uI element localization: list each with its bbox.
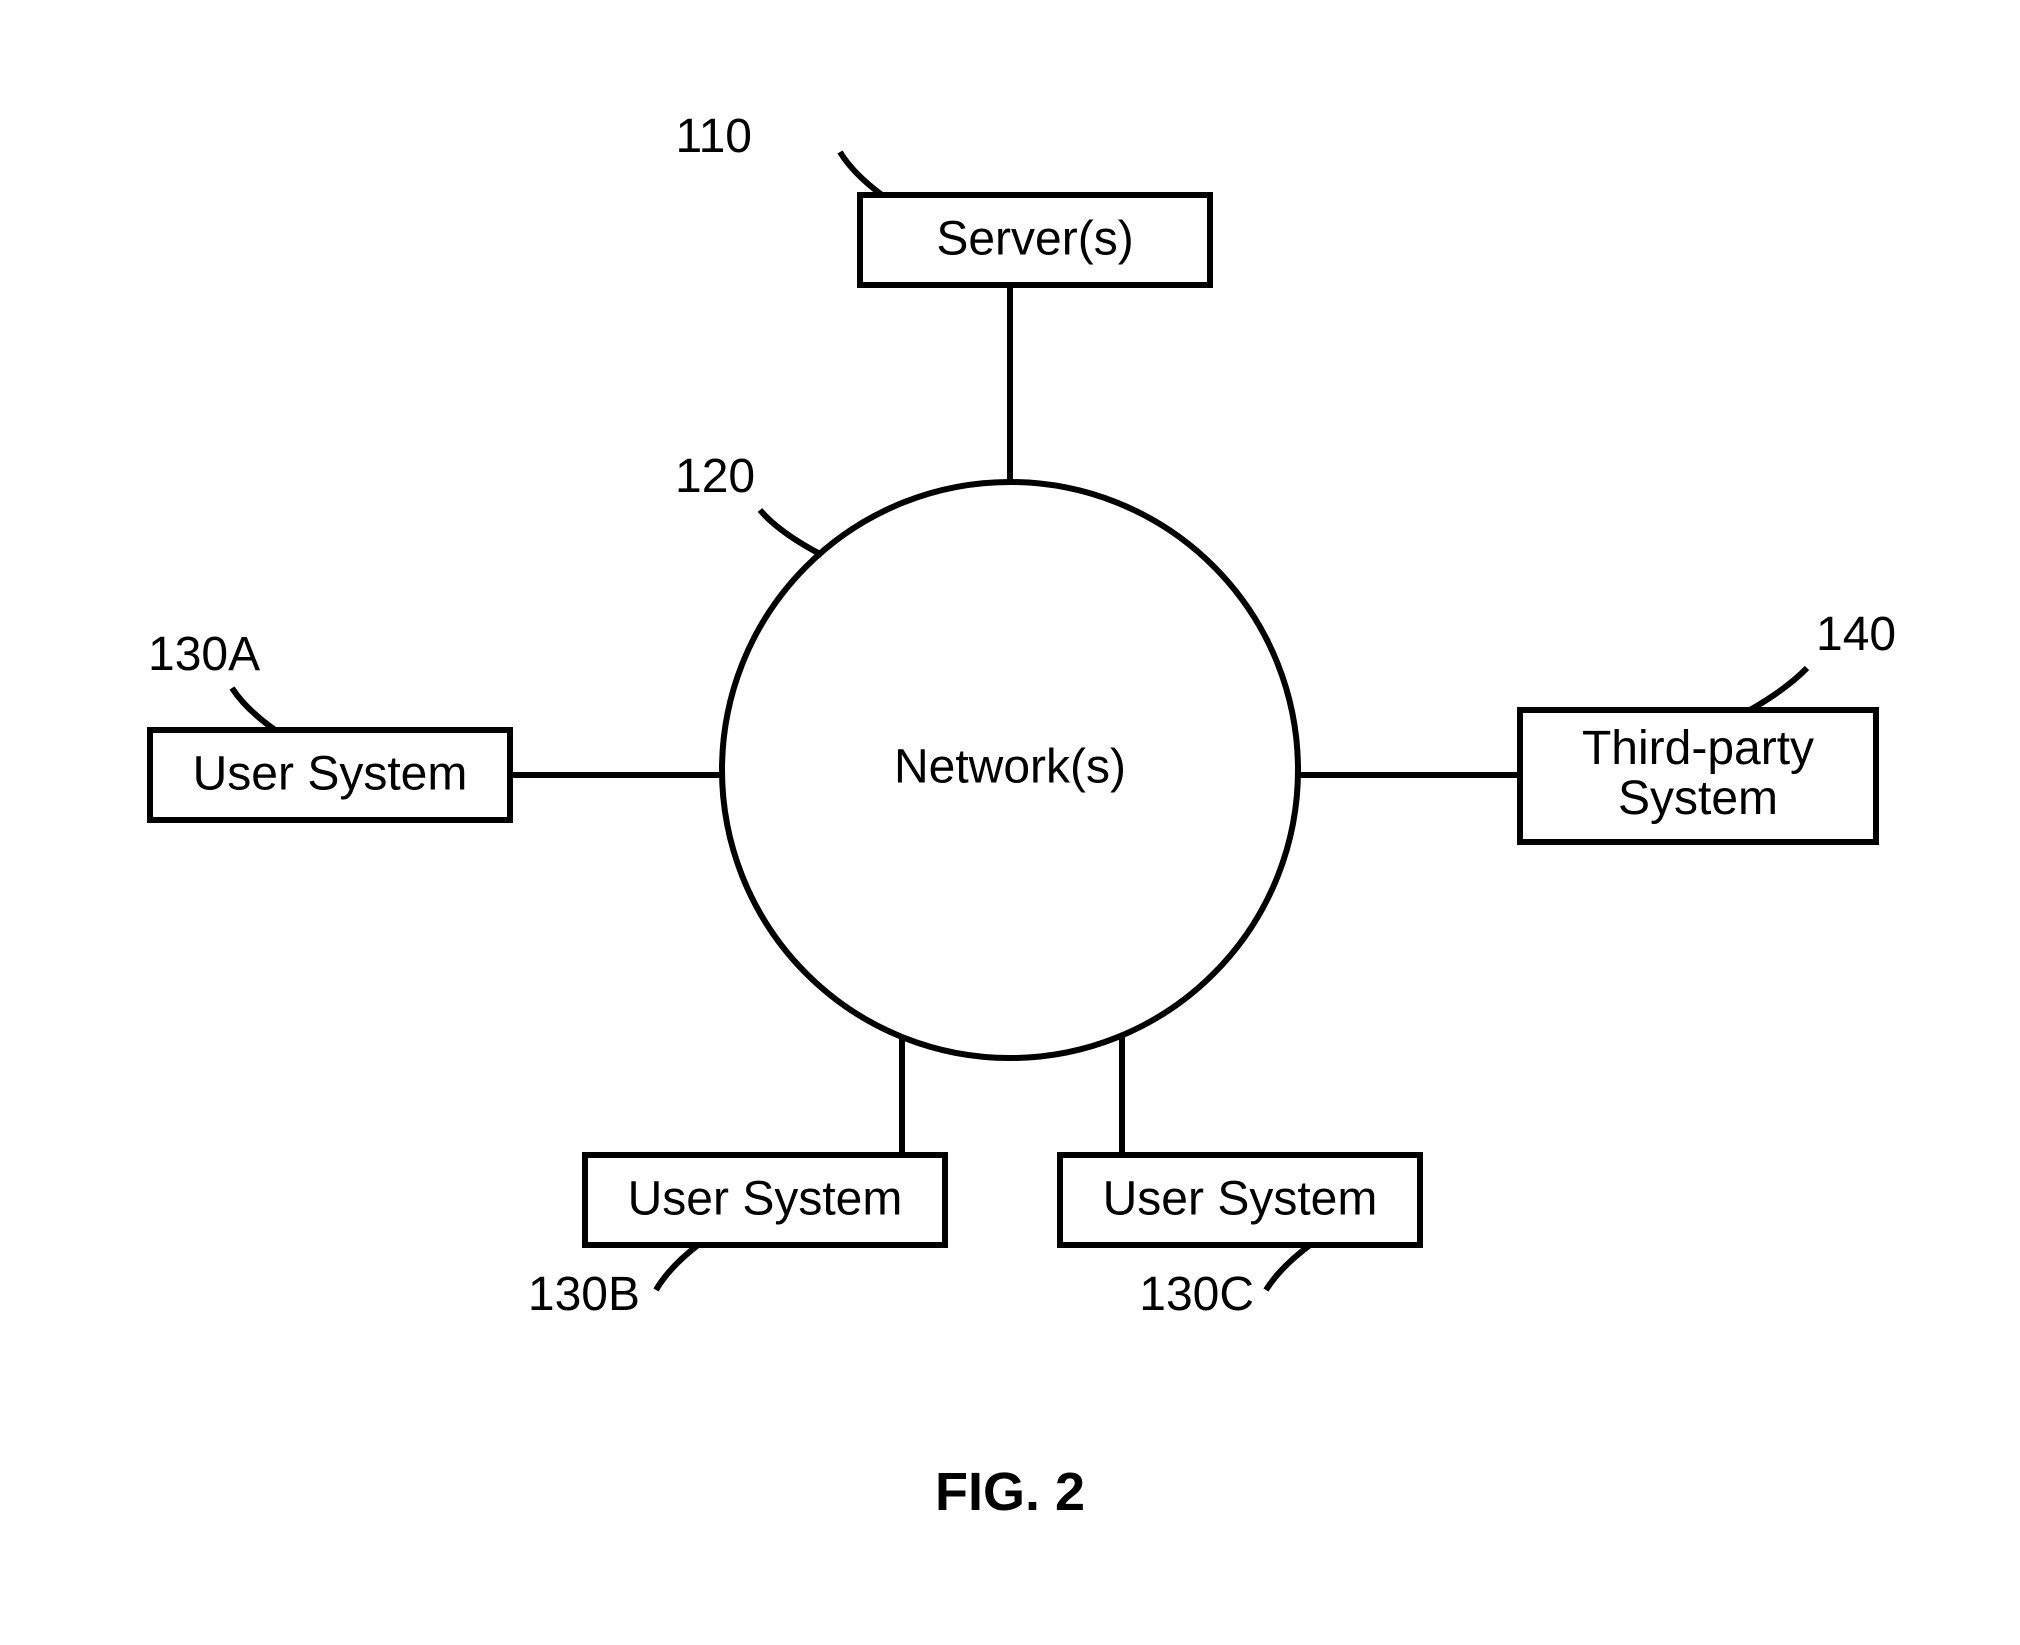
network-diagram: Network(s) 120 Server(s) 110 User System 130A… xyxy=(0,0,2020,1645)
ref-label-user-a: 130A xyxy=(148,628,260,681)
node-user-c-label: User System xyxy=(1103,1173,1378,1226)
ref-label-third-party: 140 xyxy=(1816,608,1896,661)
node-user-b-label: User System xyxy=(628,1173,903,1226)
ref-label-network: 120 xyxy=(675,450,755,503)
ref-label-server: 110 xyxy=(675,110,752,163)
ref-label-user-c: 130C xyxy=(1139,1268,1254,1321)
figure-caption: FIG. 2 xyxy=(935,1462,1085,1522)
ref-label-user-b: 130B xyxy=(528,1268,640,1321)
node-server-label: Server(s) xyxy=(936,213,1133,266)
node-network-label: Network(s) xyxy=(894,741,1126,794)
node-user-a-label: User System xyxy=(193,748,468,801)
